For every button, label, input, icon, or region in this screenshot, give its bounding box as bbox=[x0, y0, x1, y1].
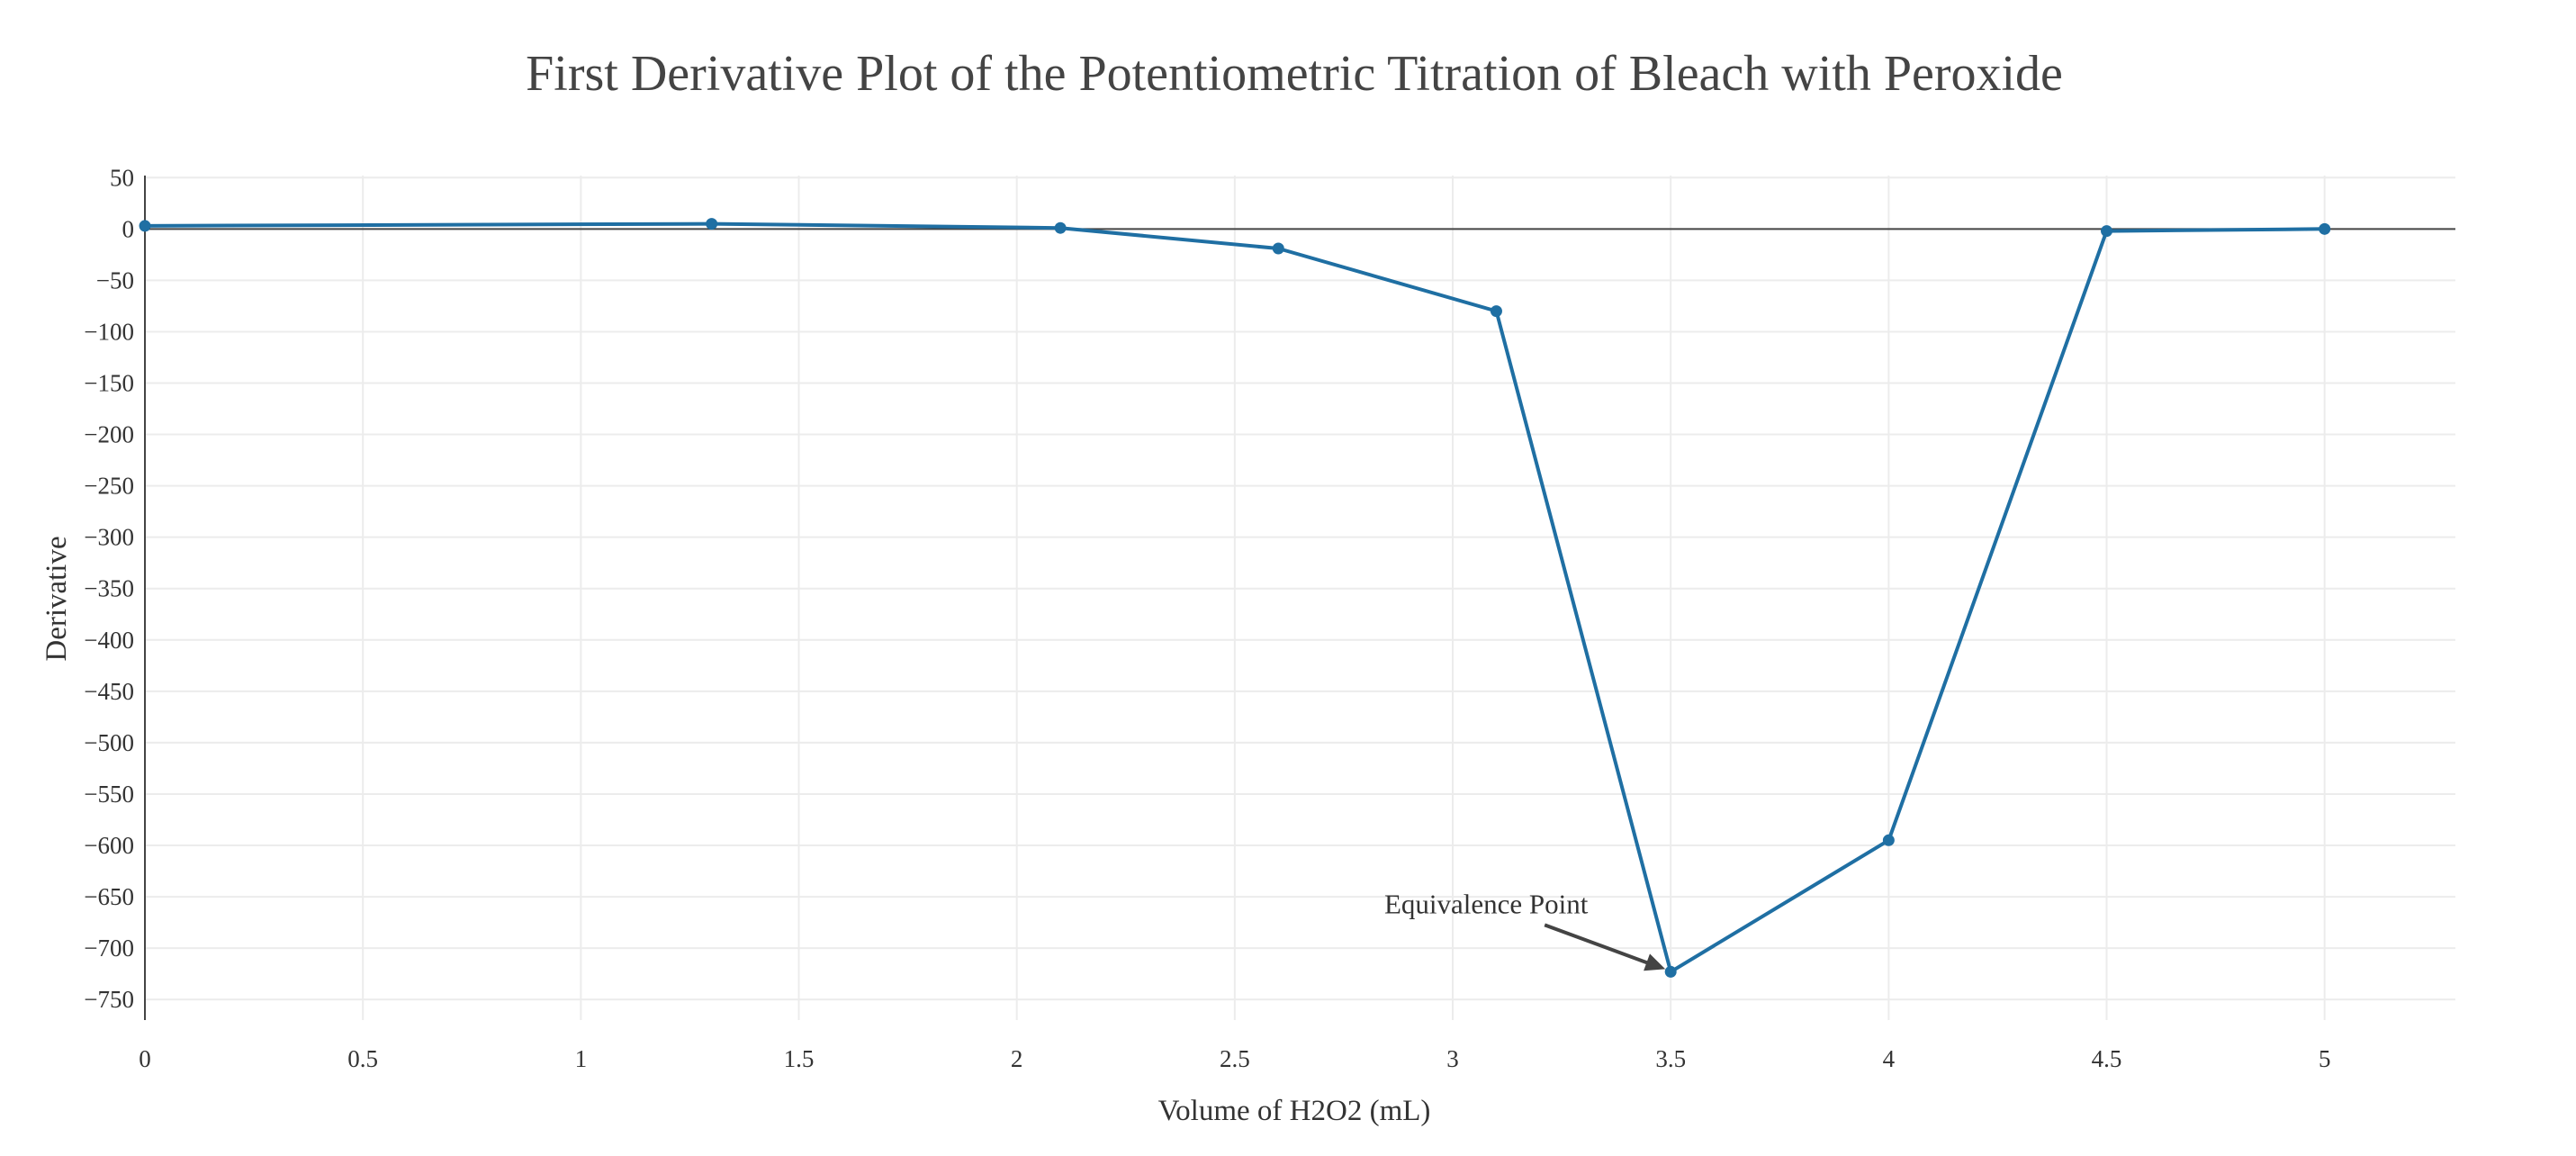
annotation-arrow bbox=[1544, 923, 1655, 968]
x-tick-label: 5 bbox=[2319, 1045, 2331, 1072]
x-axis-title: Volume of H2O2 (mL) bbox=[1158, 1095, 1431, 1127]
x-tick-label: 3.5 bbox=[1655, 1045, 1686, 1072]
y-tick-label: −750 bbox=[84, 986, 134, 1013]
y-tick-label: −650 bbox=[84, 883, 134, 910]
chart-title: First Derivative Plot of the Potentiomet… bbox=[526, 46, 2063, 102]
grid bbox=[145, 176, 2455, 1020]
y-tick-label: 0 bbox=[122, 215, 135, 242]
y-tick-label: −250 bbox=[84, 473, 134, 500]
data-point bbox=[1054, 221, 1067, 234]
y-tick-label: −50 bbox=[96, 266, 134, 294]
y-tick-label: −700 bbox=[84, 935, 134, 962]
y-tick-label: −200 bbox=[84, 421, 134, 448]
data-point bbox=[2101, 225, 2113, 238]
data-point bbox=[1664, 965, 1677, 978]
data-point bbox=[706, 218, 718, 230]
x-tick-label: 1 bbox=[575, 1045, 588, 1072]
axes: 0 0.5 1 1.5 2 2.5 3 3.5 4 4.5 5 50 0 −50 −100 −150 −200 −… bbox=[84, 164, 2455, 1072]
y-tick-label: −100 bbox=[84, 318, 134, 345]
y-tick-label: −150 bbox=[84, 370, 134, 397]
y-axis-title: Derivative bbox=[41, 536, 73, 661]
annotation-arrowhead bbox=[1644, 953, 1666, 971]
y-tick-label: −300 bbox=[84, 524, 134, 551]
x-tick-label: 0.5 bbox=[347, 1045, 378, 1072]
x-tick-label: 0 bbox=[139, 1045, 151, 1072]
x-tick-label: 1.5 bbox=[784, 1045, 815, 1072]
x-tick-label: 4.5 bbox=[2092, 1045, 2122, 1072]
data-point bbox=[139, 220, 151, 232]
annotation-label: Equivalence Point bbox=[1384, 888, 1589, 919]
y-tick-label: −400 bbox=[84, 627, 134, 654]
y-tick-label: −500 bbox=[84, 729, 134, 756]
x-tick-label: 4 bbox=[1883, 1045, 1896, 1072]
annotations: Equivalence Point bbox=[1384, 888, 1666, 971]
y-tick-label: −550 bbox=[84, 781, 134, 808]
plot-area bbox=[139, 218, 2331, 978]
data-point bbox=[1272, 242, 1284, 255]
y-tick-label: 50 bbox=[110, 164, 134, 191]
x-tick-label: 3 bbox=[1446, 1045, 1459, 1072]
y-tick-label: −350 bbox=[84, 575, 134, 602]
data-point bbox=[1490, 305, 1502, 318]
y-tick-label: −450 bbox=[84, 678, 134, 705]
data-point bbox=[1882, 834, 1895, 846]
x-tick-label: 2 bbox=[1011, 1045, 1023, 1072]
y-tick-label: −600 bbox=[84, 832, 134, 859]
x-tick-label: 2.5 bbox=[1220, 1045, 1250, 1072]
data-point bbox=[2319, 222, 2331, 235]
